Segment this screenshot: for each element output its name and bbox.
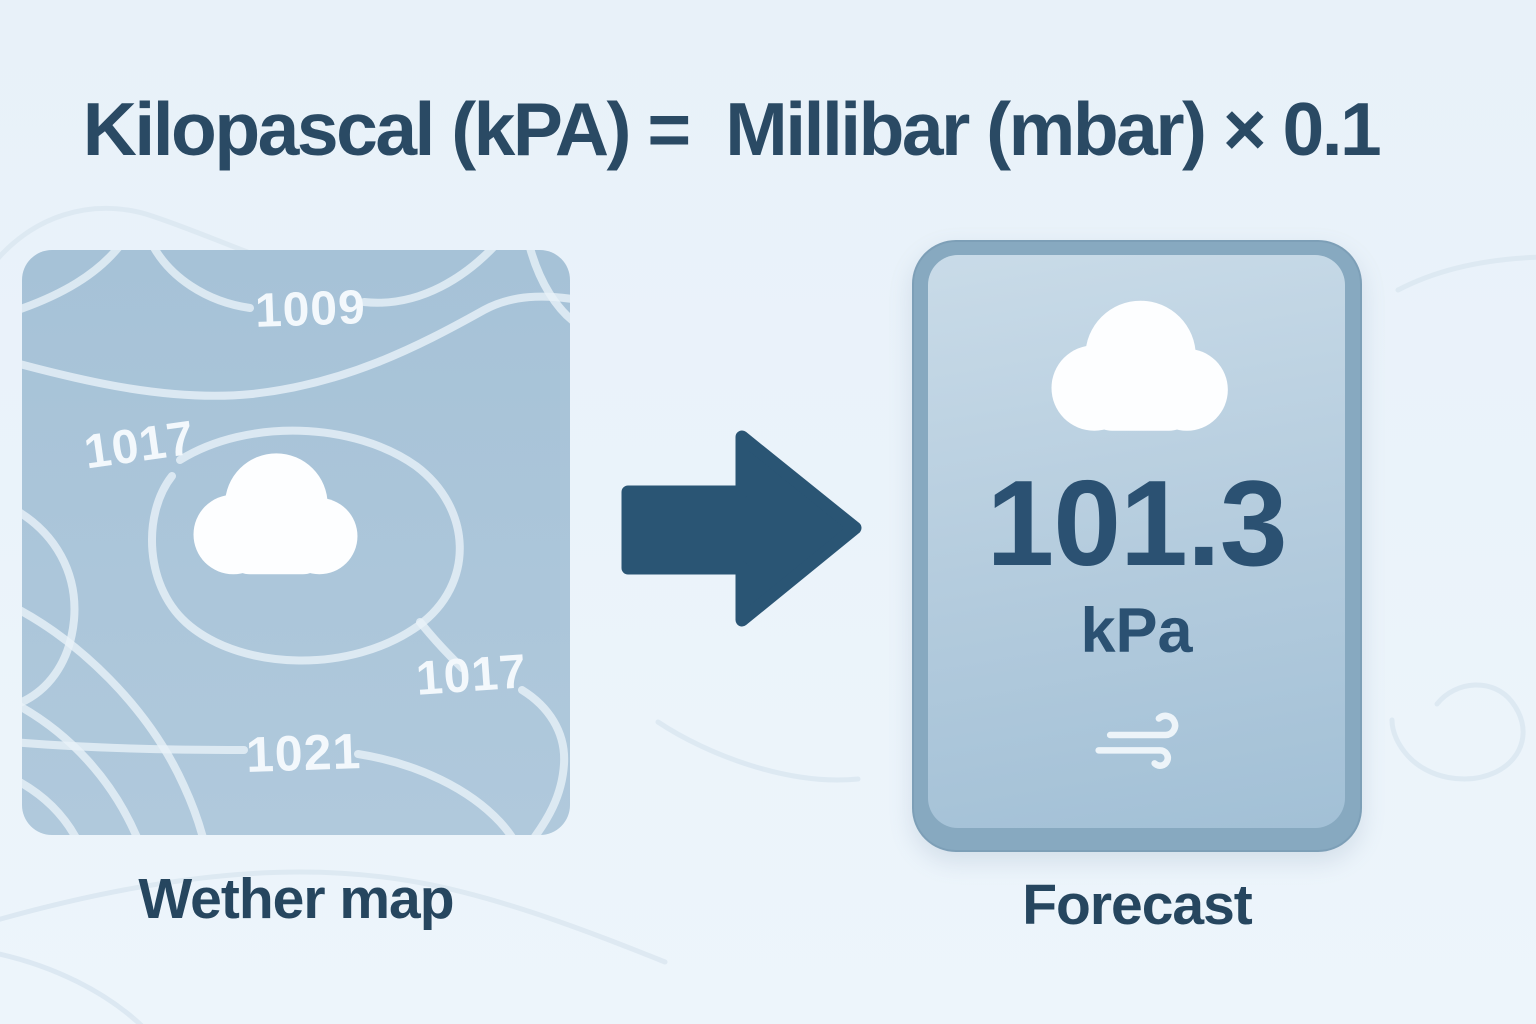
isobar-label-1009: 1009: [254, 281, 367, 338]
decor-curve-left: [0, 205, 253, 260]
decor-swirl-right: [1389, 682, 1526, 782]
decor-curve-bottom-left: [0, 869, 668, 965]
wind-icon: [1094, 712, 1178, 769]
weather-map-caption: Wether map: [138, 867, 454, 931]
forecast-caption: Forecast: [1022, 873, 1253, 937]
pressure-value: 101.3: [986, 455, 1287, 591]
conversion-formula-title: Kilopascal (kPA) = Millibar (mbar) × 0.1: [82, 87, 1382, 171]
cloud-icon: [1051, 300, 1228, 431]
forecast-card-body: 101.3 kPa: [928, 255, 1345, 828]
cloud-icon: [193, 453, 358, 575]
isobar-label-1017-right: 1017: [414, 645, 529, 706]
weather-map-panel: 1009 1017 1017 1021: [22, 250, 570, 835]
pressure-unit: kPa: [1080, 596, 1193, 666]
isobar-label-1021: 1021: [245, 723, 363, 783]
decor-curve-top-right: [1395, 254, 1536, 293]
decor-curve-corner: [0, 951, 144, 1024]
forecast-card: 101.3 kPa: [912, 240, 1362, 852]
arrow-right-icon: [621, 430, 862, 627]
decor-curve-center: [655, 719, 861, 783]
isobar-lines: [22, 250, 570, 835]
